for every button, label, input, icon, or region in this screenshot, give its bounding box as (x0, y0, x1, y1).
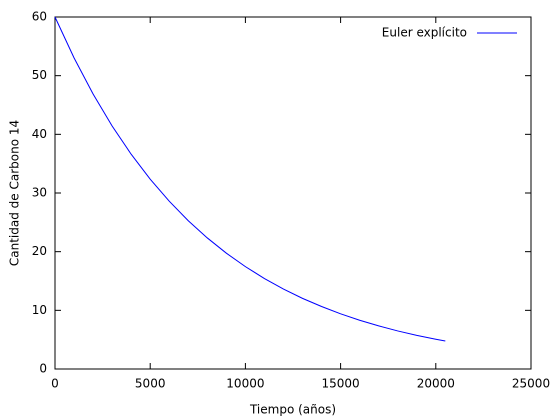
y-tick-label: 50 (32, 68, 47, 82)
x-tick-label: 25000 (512, 377, 550, 391)
legend-label: Euler explícito (382, 26, 467, 40)
y-tick-label: 0 (39, 362, 47, 376)
y-tick-label: 30 (32, 186, 47, 200)
y-tick-label: 20 (32, 244, 47, 258)
y-tick-label: 60 (32, 10, 47, 24)
y-tick-label: 10 (32, 303, 47, 317)
y-tick-label: 40 (32, 127, 47, 141)
x-tick-label: 0 (51, 377, 59, 391)
plot-frame (54, 16, 532, 370)
data-line (54, 16, 446, 342)
x-tick-label: 10000 (226, 377, 264, 391)
x-tick-label: 20000 (417, 377, 455, 391)
x-tick-label: 5000 (135, 377, 166, 391)
x-tick-label: 15000 (322, 377, 360, 391)
x-axis-label: Tiempo (años) (249, 403, 336, 417)
y-axis-label: Cantidad de Carbono 14 (8, 120, 22, 266)
